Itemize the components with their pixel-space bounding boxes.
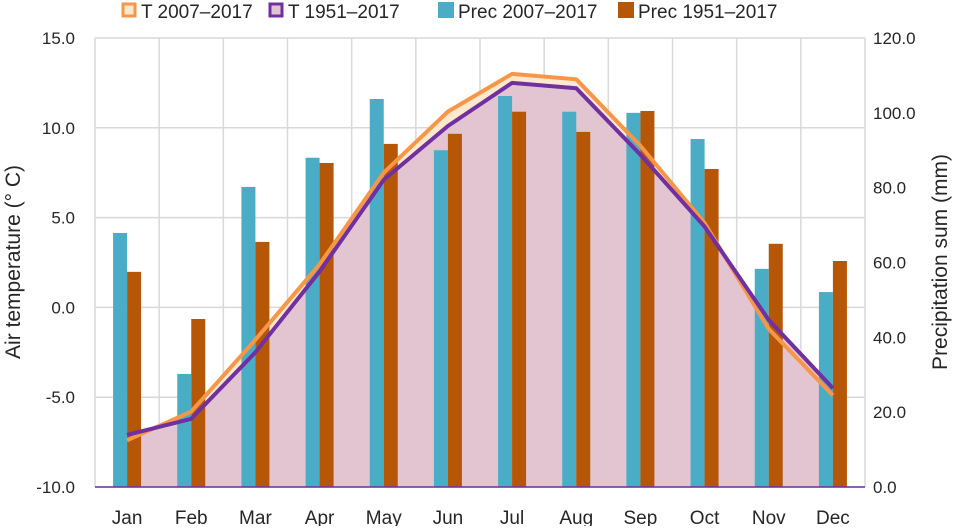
y-axis-label: Air temperature (° C)	[2, 165, 25, 359]
legend-swatch	[270, 4, 282, 16]
y2-tick-label: 40.0	[873, 328, 906, 347]
y-tick-label: 5.0	[51, 209, 75, 228]
bar-prec-1951-2017	[255, 242, 269, 487]
legend-swatch	[438, 2, 454, 18]
bar-prec-1951-2017	[512, 112, 526, 487]
temperature-areas	[127, 74, 833, 487]
legend-label: T 2007–2017	[141, 2, 253, 23]
bar-prec-2007-2017	[177, 374, 191, 487]
bar-prec-1951-2017	[769, 244, 783, 487]
y-tick-label: -5.0	[46, 388, 75, 407]
y2-tick-label: 100.0	[873, 104, 916, 123]
bar-prec-1951-2017	[833, 261, 847, 487]
x-tick-label: Sep	[624, 508, 658, 526]
y-tick-label: 15.0	[42, 29, 75, 48]
y2-axis-label: Precipitation sum (mm)	[929, 154, 952, 370]
x-tick-label: Aug	[559, 508, 593, 526]
bar-prec-1951-2017	[320, 163, 334, 487]
bar-prec-2007-2017	[691, 139, 705, 487]
x-tick-label: Oct	[690, 508, 720, 526]
y-tick-label: -10.0	[36, 478, 75, 497]
y2-tick-label: 60.0	[873, 254, 906, 273]
y2-tick-label: 80.0	[873, 179, 906, 198]
bar-prec-2007-2017	[562, 112, 576, 487]
bar-prec-2007-2017	[370, 99, 384, 487]
legend-swatch	[618, 2, 634, 18]
y2-tick-label: 0.0	[873, 478, 897, 497]
bar-prec-2007-2017	[626, 113, 640, 487]
legend-swatch	[123, 4, 135, 16]
x-tick-label: Feb	[175, 508, 208, 526]
bar-prec-2007-2017	[113, 233, 127, 487]
legend-label: T 1951–2017	[288, 2, 400, 23]
y2-tick-label: 120.0	[873, 29, 916, 48]
bar-prec-1951-2017	[448, 134, 462, 487]
bar-prec-1951-2017	[127, 272, 141, 487]
x-tick-label: Jul	[500, 508, 524, 526]
bar-prec-2007-2017	[306, 158, 320, 487]
bar-prec-1951-2017	[576, 132, 590, 487]
bar-prec-2007-2017	[434, 150, 448, 487]
y-tick-label: 10.0	[42, 119, 75, 138]
legend-label: Prec 2007–2017	[458, 2, 597, 23]
legend-label: Prec 1951–2017	[638, 2, 777, 23]
x-tick-label: Dec	[816, 508, 850, 526]
x-tick-label: Mar	[239, 508, 272, 526]
bar-prec-1951-2017	[705, 169, 719, 487]
x-tick-label: Nov	[752, 508, 786, 526]
x-tick-label: Jun	[433, 508, 464, 526]
x-tick-label: May	[366, 508, 402, 526]
y-tick-label: 0.0	[51, 298, 75, 317]
y2-tick-label: 20.0	[873, 403, 906, 422]
x-tick-label: Apr	[305, 508, 335, 526]
bar-prec-1951-2017	[384, 144, 398, 487]
bar-prec-2007-2017	[241, 187, 255, 487]
x-tick-label: Jan	[112, 508, 143, 526]
area-t-1951-2017	[127, 83, 833, 487]
legend: T 2007–2017 T 1951–2017 Prec 2007–2017 Prec…	[123, 2, 777, 23]
bar-prec-2007-2017	[498, 96, 512, 487]
